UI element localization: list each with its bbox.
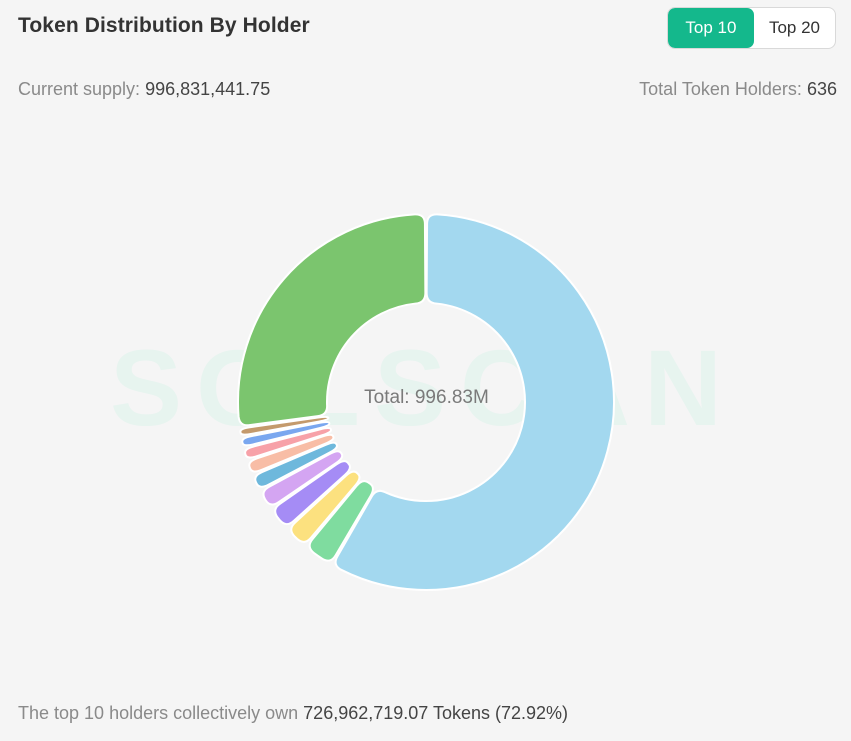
donut-slice-6[interactable] (254, 441, 338, 488)
donut-slice-3[interactable] (290, 470, 361, 543)
donut-slice-7[interactable] (248, 433, 335, 473)
donut-slice-1[interactable] (334, 213, 615, 591)
top-holders-toggle: Top 10 Top 20 (666, 7, 836, 49)
card-title: Token Distribution By Holder (18, 14, 310, 37)
top-10-button[interactable]: Top 10 (667, 8, 754, 48)
current-supply-label: Current supply: (18, 79, 141, 99)
current-supply-value: 996,831,441.75 (145, 79, 271, 99)
donut-slice-10[interactable] (239, 415, 330, 436)
donut-slice-11[interactable] (237, 213, 427, 427)
summary-prefix: The top 10 holders collectively own (18, 703, 299, 723)
top-20-button[interactable]: Top 20 (768, 18, 820, 37)
top-holders-summary: The top 10 holders collectively own 726,… (18, 703, 568, 724)
donut-slice-5[interactable] (262, 450, 344, 506)
solscan-watermark: SOLSCAN (110, 327, 737, 448)
summary-value: 726,962,719.07 Tokens (72.92%) (303, 703, 569, 723)
donut-slice-2[interactable] (308, 480, 374, 562)
total-holders-label: Total Token Holders: (639, 79, 802, 99)
current-supply: Current supply: 996,831,441.75 (18, 79, 270, 100)
donut-slice-4[interactable] (274, 460, 351, 526)
donut-slice-8[interactable] (244, 426, 332, 459)
total-holders: Total Token Holders: 636 (639, 79, 837, 100)
donut-slice-9[interactable] (241, 420, 331, 447)
total-holders-value: 636 (806, 79, 837, 99)
